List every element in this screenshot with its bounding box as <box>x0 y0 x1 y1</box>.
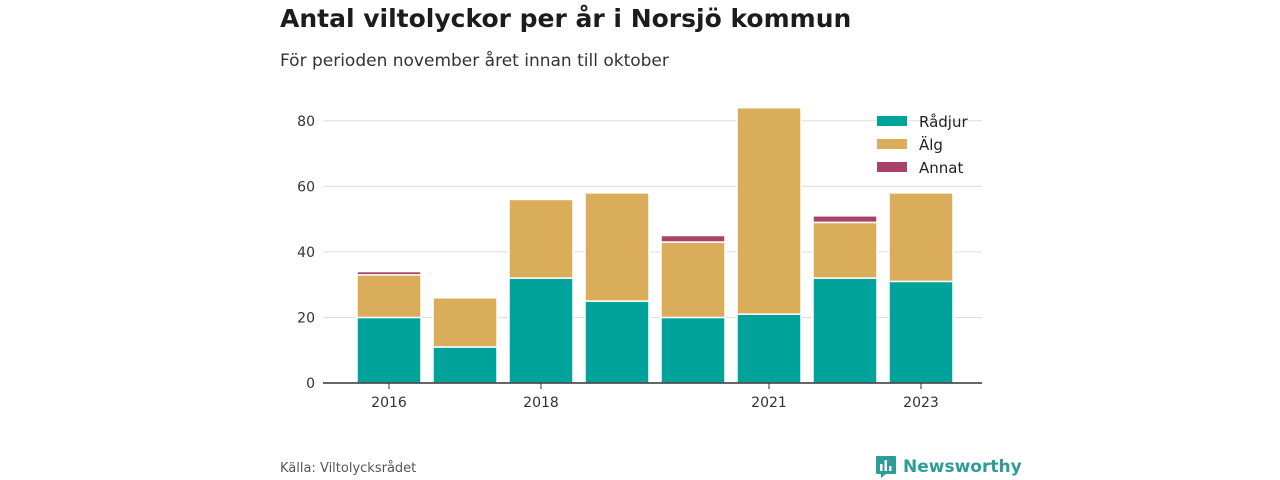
x-tick-label: 2016 <box>371 395 407 411</box>
bar-segment <box>432 297 498 348</box>
bar-segment <box>812 277 878 384</box>
bar-segment <box>660 241 726 319</box>
bar-segment <box>812 221 878 279</box>
x-tick-label: 2021 <box>751 395 787 411</box>
bar-segment <box>356 274 422 319</box>
legend-swatch <box>877 116 907 126</box>
bar-segment <box>736 106 802 315</box>
bar-segment <box>356 270 422 276</box>
bar-segment <box>660 234 726 243</box>
bar-segment <box>812 215 878 224</box>
y-tick-label: 60 <box>297 179 315 195</box>
newsworthy-logo-icon <box>876 456 896 478</box>
source-note: Källa: Viltolycksrådet <box>280 461 417 476</box>
legend-label: Annat <box>919 159 963 177</box>
y-tick-label: 20 <box>297 310 315 326</box>
x-tick-label: 2023 <box>903 395 939 411</box>
brand-name: Newsworthy <box>903 457 1022 477</box>
bar-segment <box>584 300 650 384</box>
bars <box>356 106 954 384</box>
bar-segment <box>660 316 726 384</box>
y-tick-label: 80 <box>297 114 315 130</box>
legend: Rådjur Älg Annat <box>877 113 968 177</box>
y-tick-label: 0 <box>306 376 315 392</box>
legend-label: Rådjur <box>919 113 968 131</box>
bar-segment <box>356 316 422 384</box>
x-tick-label: 2018 <box>523 395 559 411</box>
chart-subtitle: För perioden november året innan till ok… <box>280 51 669 71</box>
bar-segment <box>508 198 574 279</box>
bar-segment <box>432 346 498 384</box>
bar-segment <box>508 277 574 384</box>
axes: 0 20 40 60 80 2016 2018 2021 2023 <box>297 114 982 411</box>
legend-swatch <box>877 162 907 172</box>
brand-logo: Newsworthy <box>875 455 1022 479</box>
bar-segment <box>888 280 954 384</box>
bar-segment <box>584 192 650 302</box>
legend-swatch <box>877 139 907 149</box>
legend-label: Älg <box>919 135 943 154</box>
chart-title: Antal viltolyckor per år i Norsjö kommun <box>280 4 852 33</box>
y-tick-label: 40 <box>297 245 315 261</box>
bar-segment <box>888 192 954 283</box>
bar-segment <box>736 313 802 384</box>
grid-lines <box>323 120 982 318</box>
